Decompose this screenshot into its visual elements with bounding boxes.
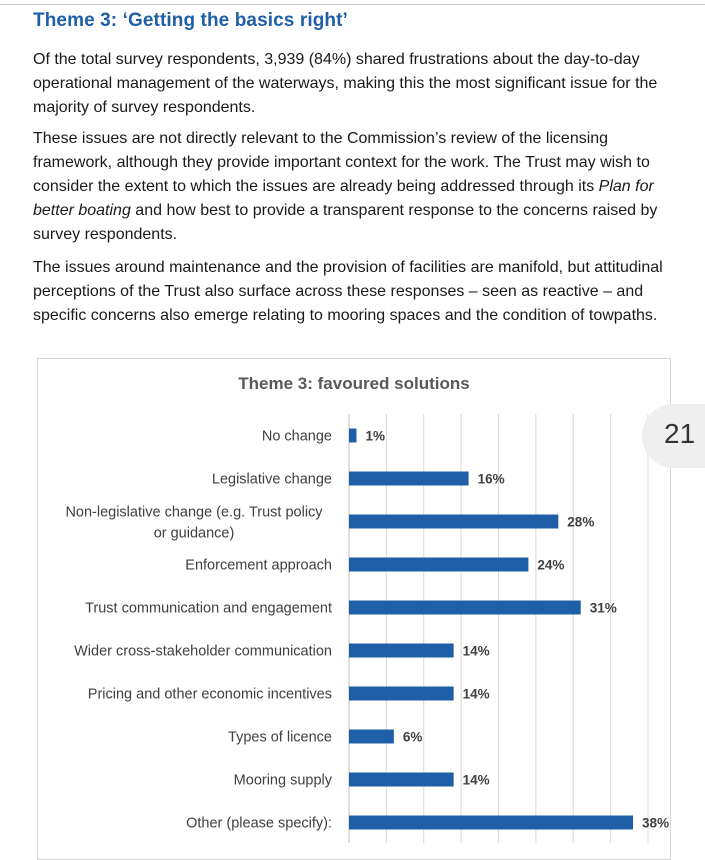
top-rule — [0, 4, 705, 5]
bar — [349, 686, 454, 701]
data-label: 16% — [478, 472, 505, 487]
category-label: Legislative change — [212, 472, 332, 488]
data-label: 14% — [463, 773, 490, 788]
data-label: 38% — [642, 816, 669, 831]
section-heading: Theme 3: ‘Getting the basics right’ — [33, 10, 348, 31]
page-number-tab — [642, 404, 705, 468]
chart-container: Theme 3: favoured solutions No change 1% Le… — [37, 358, 671, 860]
category-label: Other (please specify): — [186, 816, 332, 832]
data-label: 24% — [537, 558, 564, 573]
bar — [349, 643, 454, 658]
paragraph-2: These issues are not directly relevant t… — [33, 127, 683, 247]
bar — [349, 772, 454, 787]
category-label: Trust communication and engagement — [85, 601, 332, 617]
category-label: Non-legislative change (e.g. Trust polic… — [65, 505, 323, 542]
page-number: 21 — [664, 418, 696, 449]
chart-title: Theme 3: favoured solutions — [238, 374, 469, 393]
data-label: 14% — [463, 644, 490, 659]
bar — [349, 729, 394, 744]
data-label: 1% — [365, 429, 385, 444]
paragraph-3: The issues around maintenance and the pr… — [33, 259, 663, 324]
plan-title-italic: Plan for better boating — [33, 178, 654, 219]
category-label: Wider cross-stakeholder communication — [74, 644, 332, 660]
data-label: 28% — [567, 515, 594, 530]
bar — [349, 428, 357, 443]
paragraph-2-text-b: and how best to provide a transparent re… — [33, 202, 658, 243]
category-label: Enforcement approach — [185, 558, 332, 574]
category-label: Types of licence — [228, 730, 332, 746]
bar-chart: Theme 3: favoured solutions No change 1% Le… — [65, 374, 669, 843]
paragraph-1: Of the total survey respondents, 3,939 (… — [33, 51, 658, 116]
data-label: 6% — [403, 730, 423, 745]
bar — [349, 600, 581, 615]
bar — [349, 815, 634, 830]
data-label: 14% — [463, 687, 490, 702]
category-label: Pricing and other economic incentives — [88, 687, 332, 703]
data-label: 31% — [590, 601, 617, 616]
category-label: No change — [262, 429, 332, 445]
bar — [349, 557, 529, 572]
category-label: Mooring supply — [234, 773, 333, 789]
bar — [349, 514, 559, 529]
paragraph-2-text-a: These issues are not directly relevant t… — [33, 130, 650, 195]
bar — [349, 471, 469, 486]
